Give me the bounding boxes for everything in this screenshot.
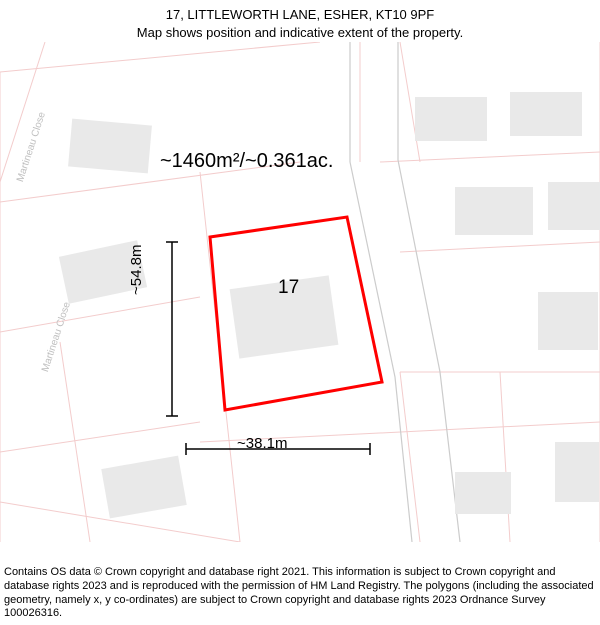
area-label: ~1460m²/~0.361ac. [160, 150, 333, 173]
page-title: 17, LITTLEWORTH LANE, ESHER, KT10 9PF [0, 6, 600, 24]
highlighted-plot [210, 217, 382, 410]
width-dimension-label: ~38.1m [237, 435, 287, 452]
page-subtitle: Map shows position and indicative extent… [0, 24, 600, 42]
header: 17, LITTLEWORTH LANE, ESHER, KT10 9PF Ma… [0, 0, 600, 41]
page: 17, LITTLEWORTH LANE, ESHER, KT10 9PF Ma… [0, 0, 600, 625]
house-number-label: 17 [278, 277, 299, 299]
height-dimension-label: ~54.8m [128, 245, 145, 295]
copyright-footer: Contains OS data © Crown copyright and d… [4, 566, 596, 621]
map-svg [0, 42, 600, 542]
